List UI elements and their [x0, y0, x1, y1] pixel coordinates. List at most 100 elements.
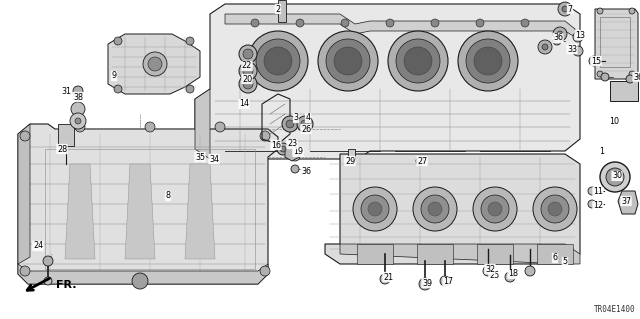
Text: 17: 17 [443, 278, 453, 286]
Circle shape [473, 187, 517, 231]
Circle shape [505, 272, 515, 282]
Circle shape [386, 19, 394, 27]
Circle shape [474, 47, 502, 75]
Circle shape [75, 118, 81, 124]
Circle shape [251, 19, 259, 27]
Circle shape [215, 122, 225, 132]
Text: 3: 3 [294, 114, 298, 122]
Circle shape [396, 39, 440, 83]
Circle shape [361, 195, 389, 223]
Circle shape [597, 8, 603, 14]
Polygon shape [195, 4, 580, 164]
Circle shape [421, 195, 449, 223]
Circle shape [186, 37, 194, 45]
Circle shape [248, 31, 308, 91]
Circle shape [626, 75, 634, 83]
Circle shape [521, 19, 529, 27]
Polygon shape [195, 89, 210, 159]
Text: 19: 19 [293, 147, 303, 157]
Circle shape [548, 202, 562, 216]
Polygon shape [225, 14, 575, 37]
Circle shape [297, 116, 313, 132]
Text: 15: 15 [591, 56, 601, 65]
Text: 23: 23 [287, 139, 297, 149]
Text: 34: 34 [209, 154, 219, 164]
Text: 28: 28 [57, 145, 67, 153]
Circle shape [458, 31, 518, 91]
Text: 31: 31 [61, 86, 71, 95]
Circle shape [419, 278, 431, 290]
Text: 37: 37 [621, 197, 631, 205]
Circle shape [20, 266, 30, 276]
Text: 6: 6 [552, 254, 557, 263]
Polygon shape [18, 264, 268, 284]
Circle shape [70, 113, 86, 129]
Polygon shape [537, 244, 573, 264]
Circle shape [542, 44, 548, 50]
Circle shape [291, 165, 299, 173]
Circle shape [186, 85, 194, 93]
Circle shape [600, 162, 630, 192]
Circle shape [239, 45, 257, 63]
Text: 8: 8 [166, 191, 170, 201]
Circle shape [606, 168, 624, 186]
Bar [58, 124, 74, 146]
Circle shape [296, 19, 304, 27]
Circle shape [301, 120, 309, 128]
Text: 22: 22 [242, 62, 252, 70]
Circle shape [280, 146, 286, 152]
Text: 18: 18 [508, 270, 518, 278]
Circle shape [44, 277, 52, 285]
Circle shape [282, 116, 298, 132]
Circle shape [557, 31, 563, 37]
Circle shape [290, 151, 300, 161]
Circle shape [533, 187, 577, 231]
Circle shape [481, 195, 509, 223]
Circle shape [413, 187, 457, 231]
Polygon shape [108, 34, 200, 94]
Circle shape [243, 49, 253, 59]
Circle shape [573, 46, 583, 56]
Text: 20: 20 [242, 75, 252, 84]
Polygon shape [65, 164, 95, 259]
Polygon shape [325, 154, 580, 264]
Circle shape [440, 276, 450, 286]
Text: 29: 29 [345, 157, 355, 166]
Circle shape [256, 39, 300, 83]
Circle shape [71, 102, 85, 116]
Text: TR04E1400: TR04E1400 [593, 305, 635, 314]
Circle shape [143, 52, 167, 76]
Circle shape [334, 47, 362, 75]
Text: 39: 39 [422, 278, 432, 287]
Polygon shape [417, 244, 453, 264]
Polygon shape [125, 164, 155, 259]
Text: 16: 16 [271, 140, 281, 150]
Text: 2: 2 [275, 4, 280, 13]
Text: 13: 13 [575, 31, 585, 40]
Circle shape [260, 131, 270, 141]
Bar [278, 0, 286, 22]
Circle shape [404, 47, 432, 75]
Circle shape [525, 266, 535, 276]
Text: 7: 7 [568, 4, 573, 13]
Polygon shape [185, 164, 215, 259]
Circle shape [43, 256, 53, 266]
Text: 24: 24 [33, 241, 43, 250]
Circle shape [73, 86, 83, 96]
Circle shape [380, 274, 390, 284]
Circle shape [553, 37, 561, 45]
Text: 9: 9 [111, 71, 116, 80]
Circle shape [573, 32, 583, 42]
Polygon shape [18, 124, 278, 284]
Circle shape [629, 8, 635, 14]
Text: 4: 4 [305, 114, 310, 122]
Circle shape [341, 19, 349, 27]
Circle shape [353, 187, 397, 231]
Text: 21: 21 [383, 272, 393, 281]
Circle shape [553, 27, 567, 41]
Circle shape [483, 266, 493, 276]
Circle shape [20, 131, 30, 141]
Circle shape [114, 85, 122, 93]
Text: 32: 32 [485, 264, 495, 273]
Circle shape [260, 266, 270, 276]
